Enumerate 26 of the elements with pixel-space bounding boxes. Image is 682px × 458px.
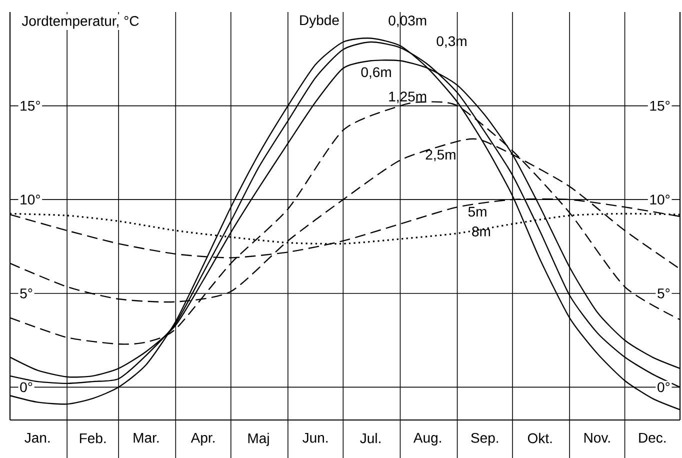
x-tick-label: Jun. bbox=[302, 432, 328, 443]
x-tick-label: Nov. bbox=[584, 432, 610, 443]
x-tick-label: Apr. bbox=[190, 432, 214, 446]
y-tick-label: 5° bbox=[20, 288, 32, 298]
y-tick-label: 10° bbox=[20, 194, 40, 205]
y-axis-title: Jordtemperatur, °C bbox=[22, 16, 139, 29]
x-tick-label: Aug. bbox=[413, 432, 441, 446]
x-tick-label: Sep. bbox=[471, 432, 498, 446]
x-tick-label: Maj bbox=[248, 432, 269, 446]
y-tick-label: 0° bbox=[20, 382, 32, 392]
series-label: 8m bbox=[472, 226, 490, 236]
series-label: 5m bbox=[468, 206, 486, 217]
x-tick-label: Jan. bbox=[24, 432, 50, 443]
legend-title: Dybde bbox=[300, 14, 339, 28]
series-label: 2,5m bbox=[426, 150, 456, 162]
x-tick-label: Feb. bbox=[80, 432, 106, 444]
y2-tick-label: 15° bbox=[650, 100, 670, 111]
y2-tick-label: 5° bbox=[658, 288, 670, 298]
y2-tick-label: 0° bbox=[658, 382, 670, 392]
x-tick-label: Jul. bbox=[360, 432, 380, 444]
series-label: 0,6m bbox=[361, 67, 391, 79]
y2-tick-label: 10° bbox=[650, 194, 670, 205]
x-tick-label: Okt. bbox=[528, 432, 552, 444]
x-tick-label: Dec. bbox=[639, 432, 666, 443]
x-tick-label: Mar. bbox=[134, 432, 159, 443]
y-tick-label: 15° bbox=[20, 100, 40, 111]
